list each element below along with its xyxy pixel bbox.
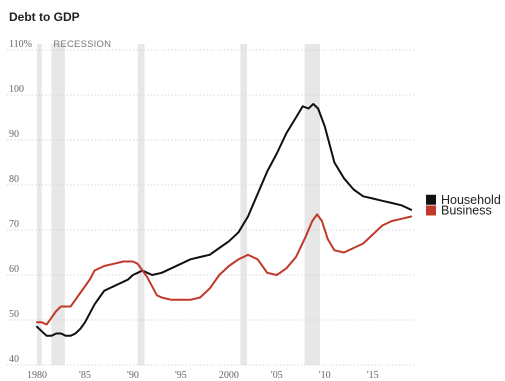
recession-band-2 <box>137 44 145 365</box>
series-line-household <box>36 103 413 337</box>
legend-label-business: Business <box>441 204 492 218</box>
recession-band-0 <box>37 44 42 365</box>
legend-swatch-household <box>426 194 436 205</box>
recession-band-1 <box>51 44 65 365</box>
recession-band-4 <box>304 44 320 365</box>
x-tick-label-2015: '15 <box>367 370 379 381</box>
y-tick-label-80: 80 <box>9 174 19 185</box>
x-tick-label-2000: 2000 <box>219 370 239 381</box>
x-tick-label-1980: 1980 <box>27 370 47 381</box>
y-tick-label-100: 100 <box>9 84 24 95</box>
y-tick-label-70: 70 <box>9 219 19 230</box>
series-lines <box>36 103 413 337</box>
x-axis-tick-labels: 1980 '85 '90 '95 2000 '05 '10 '15 <box>27 370 379 381</box>
recession-label: RECESSION <box>53 39 111 50</box>
x-tick-label-1990: '90 <box>127 370 139 381</box>
chart-title: Debt to GDP <box>9 10 80 24</box>
recession-band-3 <box>240 44 248 365</box>
x-tick-label-2010: '10 <box>319 370 331 381</box>
series-line-business <box>36 213 413 326</box>
y-tick-label-90: 90 <box>9 129 19 140</box>
gridlines <box>7 49 414 366</box>
legend-label-household: Household <box>441 193 501 207</box>
legend-swatch-business <box>426 205 436 216</box>
x-tick-label-2005: '05 <box>271 370 283 381</box>
recession-bands <box>37 44 320 365</box>
y-tick-label-40: 40 <box>9 354 19 365</box>
y-tick-label-50: 50 <box>9 309 19 320</box>
y-axis-tick-labels: 110% 100 90 80 70 60 50 40 <box>9 39 32 365</box>
x-tick-label-1995: '95 <box>175 370 187 381</box>
y-tick-label-110: 110% <box>9 39 32 50</box>
x-tick-label-1985: '85 <box>79 370 91 381</box>
y-tick-label-60: 60 <box>9 264 19 275</box>
